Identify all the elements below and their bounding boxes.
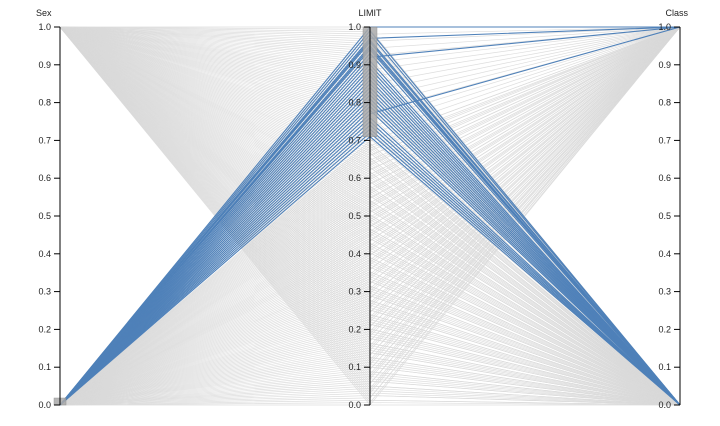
tick-label: 0.1: [348, 362, 361, 372]
tick-label: 0.6: [658, 173, 671, 183]
tick-label: 0.0: [658, 400, 671, 410]
tick-label: 0.8: [658, 98, 671, 108]
axis-class: 0.0 0.1 0.2 0.3 0.4 0.5 0.6 0.7 0.8 0.9 1.0 Class: [658, 8, 688, 410]
tick-label: 1.0: [658, 22, 671, 32]
axis-title: Sex: [36, 8, 52, 18]
axis-title: LIMIT: [358, 8, 382, 18]
tick-label: 0.3: [658, 287, 671, 297]
tick-label: 0.9: [348, 60, 361, 70]
tick-label: 0.4: [348, 249, 361, 259]
axis-limit: 0.0 0.1 0.2 0.3 0.4 0.5 0.6 0.7 0.8 0.9 1.0 LIMIT: [348, 8, 382, 410]
tick-label: 1.0: [38, 22, 51, 32]
tick-label: 0.2: [348, 324, 361, 334]
tick-label: 0.6: [38, 173, 51, 183]
tick-label: 0.7: [658, 135, 671, 145]
axes: 0.00.10.20.30.40.50.60.70.80.91.0Sex0.00…: [36, 8, 688, 410]
tick-label: 0.3: [38, 287, 51, 297]
tick-label: 0.4: [38, 249, 51, 259]
tick-label: 0.9: [658, 60, 671, 70]
tick-label: 0.8: [38, 98, 51, 108]
tick-label: 0.8: [348, 98, 361, 108]
tick-label: 1.0: [348, 22, 361, 32]
axis-sex: 0.0 0.1 0.2 0.3 0.4 0.5 0.6 0.7 0.8 0.9 1.0 Sex: [36, 8, 67, 410]
tick-label: 0.4: [658, 249, 671, 259]
tick-label: 0.0: [38, 400, 51, 410]
tick-label: 0.5: [658, 211, 671, 221]
tick-label: 0.7: [348, 135, 361, 145]
tick-label: 0.0: [348, 400, 361, 410]
axis-title: Class: [665, 8, 688, 18]
tick-label: 0.1: [38, 362, 51, 372]
tick-label: 0.2: [38, 324, 51, 334]
tick-label: 0.3: [348, 287, 361, 297]
tick-label: 0.6: [348, 173, 361, 183]
tick-label: 0.7: [38, 135, 51, 145]
tick-label: 0.1: [658, 362, 671, 372]
tick-label: 0.9: [38, 60, 51, 70]
tick-label: 0.5: [348, 211, 361, 221]
tick-label: 0.2: [658, 324, 671, 334]
tick-label: 0.5: [38, 211, 51, 221]
